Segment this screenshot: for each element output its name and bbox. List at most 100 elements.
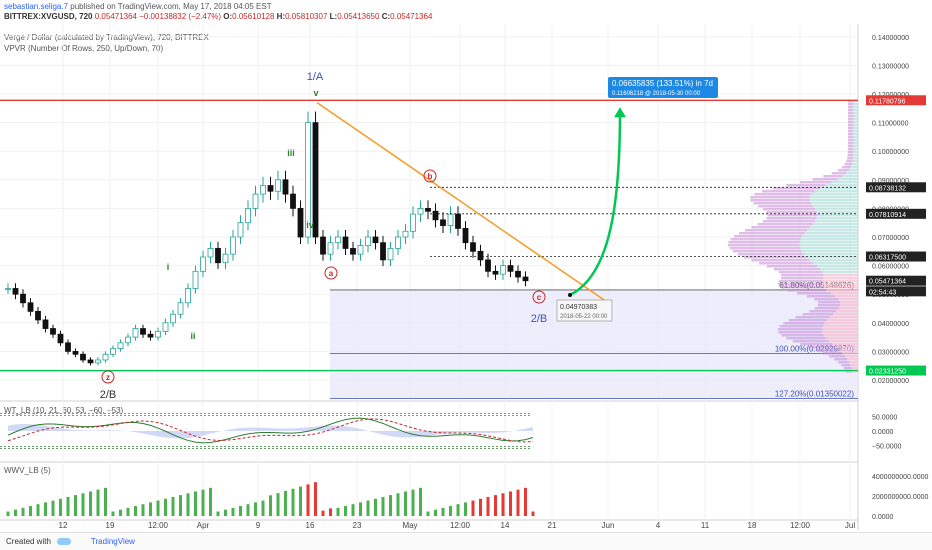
vpvr-bar: [853, 103, 858, 106]
wt-tick-label: 0.0000: [872, 429, 894, 436]
price-label-box: [866, 208, 926, 219]
candle-body: [42, 319, 49, 329]
vpvr-bar: [787, 289, 827, 292]
price-label: 0.02331250: [869, 369, 906, 376]
chart-canvas[interactable]: 12 19 12:00 Apr 9 16 23 May 12:00 14 21 Jun 4 11 18 12:…: [0, 0, 932, 532]
vpvr-bar: [847, 139, 854, 142]
vpvr-bar: [853, 100, 858, 103]
vpvr-bar: [841, 364, 851, 367]
wave-label-circle: [423, 169, 437, 183]
candle-body: [20, 293, 26, 304]
candle-body: [395, 236, 401, 249]
vpvr-bar: [853, 148, 858, 151]
vpvr-bar: [780, 286, 824, 289]
vpvr-bar: [848, 106, 854, 109]
candle-body: [477, 250, 484, 261]
vpvr-bar: [815, 208, 858, 211]
vpvr-bar: [838, 298, 858, 301]
wwv-bar: [524, 487, 527, 516]
wwv-bar: [119, 509, 122, 516]
tradingview-link[interactable]: TradingView: [90, 537, 135, 546]
vpvr-bar: [819, 187, 858, 190]
y-tick-label: 0.06000000: [872, 264, 909, 271]
candle-body: [267, 185, 274, 192]
vpvr-bar: [853, 112, 858, 115]
wwv-bar: [44, 502, 47, 516]
vpvr-bar: [853, 136, 858, 139]
vpvr-bar: [815, 349, 840, 352]
wwv-bar: [531, 511, 535, 516]
wwv-bar: [134, 506, 137, 516]
vpvr-bar: [800, 343, 833, 346]
candle-body: [162, 322, 169, 332]
vpvr-bar: [831, 181, 858, 184]
symbol-line: BITTREX:XVGUSD, 720 0.05471364 −0.001388…: [4, 12, 432, 21]
wwv-bar: [426, 511, 430, 516]
candle-body: [110, 348, 116, 355]
vpvr-bar: [816, 217, 858, 220]
x-tick-label: Apr: [197, 521, 210, 530]
last-price: 0.05471364: [94, 12, 137, 21]
vpvr-title: VPVR (Number Of Rows, 250, Up/Down, 70): [4, 44, 164, 53]
wwv-bar: [36, 504, 40, 516]
vpvr-bar: [813, 205, 858, 208]
candle-body: [522, 276, 529, 282]
wwv-bar: [284, 490, 287, 516]
vpvr-bar: [853, 121, 858, 124]
vpvr-bar: [847, 148, 854, 151]
vpvr-bar: [825, 184, 858, 187]
vpvr-bar: [730, 238, 801, 241]
candle-body: [305, 122, 311, 238]
x-tick-label: 12:00: [148, 521, 169, 530]
wwv-tick-label: 0.0000: [872, 514, 894, 521]
vpvr-bar: [773, 187, 820, 190]
author-link[interactable]: sebastian.seliga.7: [4, 2, 69, 11]
vpvr-bar: [807, 229, 858, 232]
vpvr-bar: [820, 268, 858, 271]
wwv-bar: [501, 493, 505, 516]
candle-body: [500, 265, 506, 275]
candle-body: [87, 359, 94, 364]
vpvr-bar: [853, 130, 858, 133]
vpvr-bar: [808, 346, 836, 349]
wwv-bar: [201, 489, 205, 516]
vpvr-bar: [811, 193, 858, 196]
wwv-bar: [51, 500, 55, 516]
wave-label: a: [329, 269, 334, 278]
vpvr-bar: [846, 172, 858, 175]
y-tick-label: 0.02000000: [872, 378, 909, 385]
wwv-bar: [269, 495, 272, 516]
candle-body: [207, 248, 214, 258]
point-tooltip: [556, 299, 613, 322]
wave-label-circle: [324, 266, 338, 280]
vpvr-bar: [767, 214, 818, 217]
x-tick-label: 14: [501, 521, 510, 530]
vpvr-bar: [766, 217, 817, 220]
point-tooltip-date: 2018-05-22 00:00: [560, 314, 608, 320]
wwv-bar: [321, 510, 325, 516]
vpvr-bar: [783, 322, 825, 325]
projection-label-box: [608, 77, 718, 98]
vpvr-bar: [804, 232, 858, 235]
wwv-bar: [224, 509, 227, 516]
wwv-bar: [509, 491, 512, 516]
vpvr-bar: [809, 310, 837, 313]
vpvr-bar: [823, 274, 858, 277]
vpvr-bar: [758, 205, 814, 208]
candle-body: [65, 342, 71, 352]
fib-level-label: 100.00%(0.02929870): [775, 344, 855, 353]
vpvr-bar: [815, 220, 858, 223]
vpvr-bar: [814, 190, 858, 193]
candles: [5, 111, 529, 366]
wwv-bar: [59, 498, 62, 516]
wt-tick-label: −50.0000: [872, 444, 901, 451]
vpvr-bar: [840, 304, 858, 307]
candle-body: [147, 333, 154, 338]
price-label-box: [866, 251, 926, 262]
wt-title: WT_LB (10, 21, 60, 53, −60, −53): [4, 406, 124, 415]
candle-body: [72, 350, 79, 355]
wwv-bar: [434, 509, 437, 516]
vpvr-bar: [829, 355, 846, 358]
candle-body: [260, 185, 266, 195]
wave-label: i: [167, 262, 170, 272]
